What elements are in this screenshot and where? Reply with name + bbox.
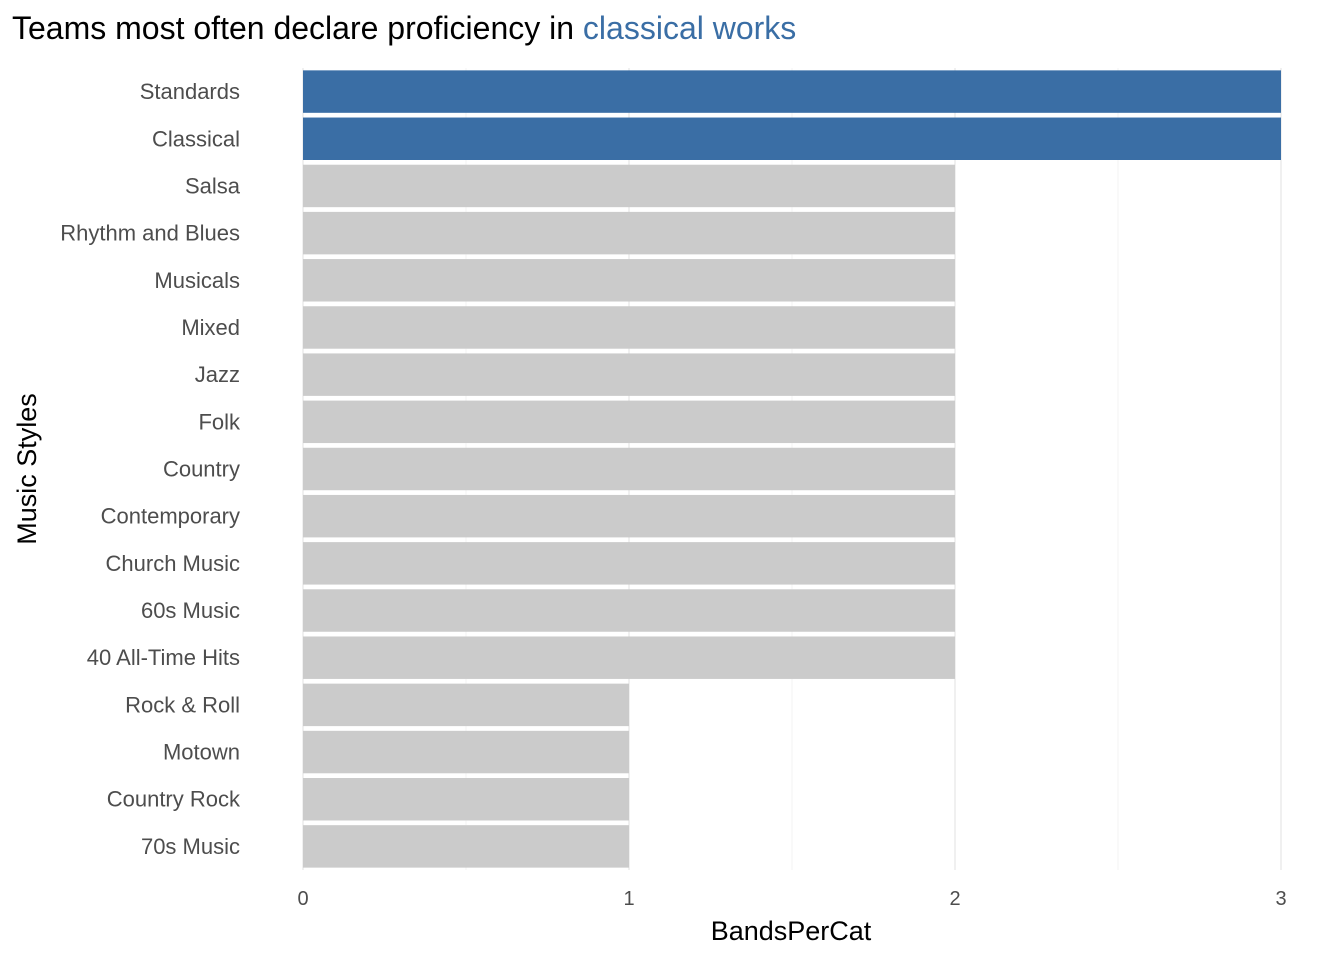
bar xyxy=(303,778,629,821)
bar xyxy=(303,353,955,396)
bar xyxy=(303,494,955,538)
bar xyxy=(303,683,629,727)
x-axis-label: BandsPerCat xyxy=(711,916,872,946)
y-tick-label: Country xyxy=(163,457,240,482)
chart-title-highlight: classical works xyxy=(583,10,796,46)
bar xyxy=(303,730,629,774)
x-axis-tick-labels: 0 1 2 3 xyxy=(297,888,1286,910)
bar xyxy=(303,589,955,632)
x-tick-label: 3 xyxy=(1275,888,1286,910)
bar xyxy=(303,306,955,349)
y-tick-label: Church Music xyxy=(106,551,240,576)
y-tick-label: Mixed xyxy=(181,315,240,340)
bar xyxy=(303,636,955,679)
bar xyxy=(303,70,1281,113)
x-tick-label: 0 xyxy=(297,888,308,910)
y-tick-label: Rock & Roll xyxy=(125,692,240,717)
bar xyxy=(303,117,1281,160)
y-tick-label: Classical xyxy=(152,126,240,151)
bar xyxy=(303,400,955,444)
y-tick-label: Country Rock xyxy=(107,787,241,812)
y-tick-label: Contemporary xyxy=(101,504,240,529)
bar xyxy=(303,259,955,302)
y-tick-label: Salsa xyxy=(185,173,241,198)
bar xyxy=(303,211,955,255)
y-tick-label: Rhythm and Blues xyxy=(60,221,240,246)
y-tick-label: Jazz xyxy=(195,362,240,387)
bar xyxy=(303,447,955,491)
y-axis-tick-labels: Standards Classical Salsa Rhythm and Blues M… xyxy=(60,79,241,859)
y-tick-label: 70s Music xyxy=(141,834,240,859)
bar xyxy=(303,825,629,868)
y-tick-label: 60s Music xyxy=(141,598,240,623)
y-tick-label: Musicals xyxy=(154,268,240,293)
y-tick-label: Standards xyxy=(140,79,240,104)
x-tick-label: 1 xyxy=(623,888,634,910)
x-tick-label: 2 xyxy=(949,888,960,910)
y-axis-label: Music Styles xyxy=(12,393,42,545)
y-tick-label: Folk xyxy=(198,409,241,434)
bars-group xyxy=(303,70,1281,868)
bar xyxy=(303,164,955,208)
chart-title-prefix: Teams most often declare proficiency in xyxy=(12,10,583,46)
bar xyxy=(303,542,955,585)
y-tick-label: Motown xyxy=(163,740,240,765)
chart-title: Teams most often declare proficiency in … xyxy=(12,10,796,46)
y-tick-label: 40 All-Time Hits xyxy=(87,645,240,670)
